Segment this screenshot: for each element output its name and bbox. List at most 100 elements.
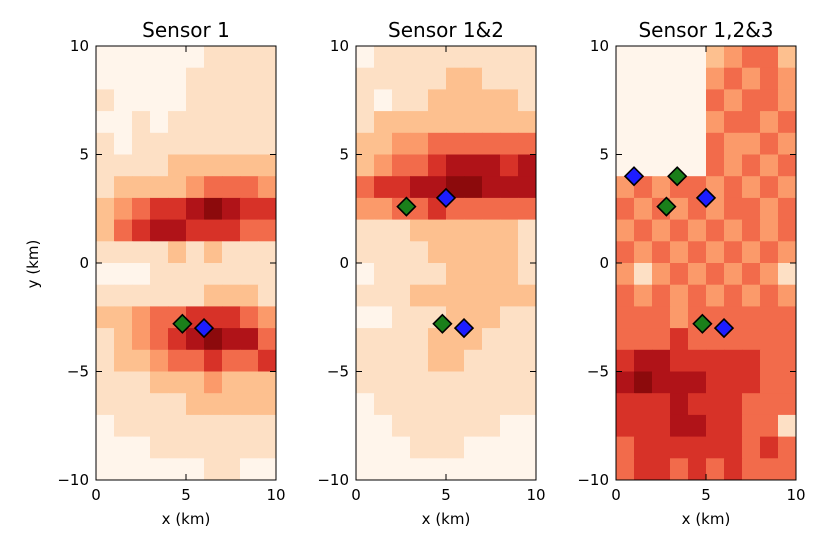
y-tick-label: 10 bbox=[330, 37, 349, 55]
heatmap-cell bbox=[778, 328, 797, 351]
heatmap-cell bbox=[168, 111, 187, 134]
heatmap-cell bbox=[634, 436, 653, 459]
heatmap-cell bbox=[356, 132, 375, 155]
heatmap-cell bbox=[222, 371, 241, 394]
panel-title: Sensor 1 bbox=[142, 18, 230, 42]
heatmap-cell bbox=[374, 371, 393, 394]
heatmap-cell bbox=[742, 241, 761, 264]
heatmap-cell bbox=[652, 241, 671, 264]
heatmap-cell bbox=[688, 154, 707, 177]
heatmap-cell bbox=[760, 219, 779, 242]
y-axis-label: y (km) bbox=[24, 240, 42, 289]
heatmap-cell bbox=[96, 197, 115, 221]
heatmap-cell bbox=[114, 349, 133, 372]
heatmap-cell bbox=[374, 46, 393, 69]
heatmap-cell bbox=[186, 458, 205, 481]
heatmap-cell bbox=[356, 176, 375, 199]
heatmap-cell bbox=[168, 197, 187, 221]
heatmap-cell bbox=[204, 219, 223, 242]
heatmap-cell bbox=[258, 197, 277, 221]
blue-diamond-marker bbox=[193, 317, 215, 339]
heatmap-cell bbox=[96, 46, 115, 69]
x-tick-label: 5 bbox=[441, 486, 451, 504]
heatmap-cell bbox=[706, 371, 725, 394]
heatmap-cell bbox=[428, 132, 447, 155]
heatmap-cell bbox=[464, 241, 483, 264]
heatmap-cell bbox=[132, 154, 151, 177]
heatmap-cell bbox=[240, 349, 259, 372]
heatmap-cell bbox=[500, 371, 519, 394]
heatmap-cell bbox=[688, 458, 707, 481]
heatmap-cell bbox=[778, 197, 797, 221]
heatmap-cell bbox=[688, 111, 707, 134]
heatmap-cell bbox=[374, 263, 393, 286]
heatmap-cell bbox=[724, 284, 743, 307]
heatmap-cell bbox=[446, 458, 465, 481]
heatmap-cell bbox=[724, 241, 743, 264]
heatmap-cell bbox=[150, 67, 169, 90]
heatmap-cell bbox=[482, 219, 501, 242]
heatmap-cell bbox=[132, 111, 151, 134]
heatmap-cell bbox=[500, 436, 519, 459]
heatmap-cell bbox=[518, 393, 537, 416]
heatmap-cell bbox=[482, 46, 501, 69]
heatmap-cell bbox=[742, 436, 761, 459]
y-tick-label: −5 bbox=[67, 363, 89, 381]
heatmap-cell bbox=[222, 284, 241, 307]
heatmap-cell bbox=[204, 241, 223, 264]
heatmap-cell bbox=[204, 349, 223, 372]
heatmap-cell bbox=[724, 111, 743, 134]
heatmap-cell bbox=[446, 89, 465, 112]
heatmap-cell bbox=[616, 436, 635, 459]
heatmap-cell bbox=[392, 458, 411, 481]
heatmap-cell bbox=[392, 263, 411, 286]
heatmap-cell bbox=[186, 89, 205, 112]
heatmap-cell bbox=[464, 284, 483, 307]
heatmap-cell bbox=[464, 393, 483, 416]
heatmap-cell bbox=[428, 219, 447, 242]
heatmap-cell bbox=[150, 458, 169, 481]
heatmap-cell bbox=[446, 263, 465, 286]
heatmap-cell bbox=[204, 436, 223, 459]
markers bbox=[396, 187, 475, 339]
heatmap-cell bbox=[518, 328, 537, 351]
heatmap-cell bbox=[150, 263, 169, 286]
ticks: 0 5 10 −10 −5 0 5 10 bbox=[577, 37, 805, 504]
heatmap-cell bbox=[114, 436, 133, 459]
heatmap-cell bbox=[742, 371, 761, 394]
heatmap-cell bbox=[670, 436, 689, 459]
heatmap-cell bbox=[464, 197, 483, 221]
heatmap-cell bbox=[222, 46, 241, 69]
heatmap-cell bbox=[446, 436, 465, 459]
heatmap-cells bbox=[356, 46, 537, 481]
heatmap-cell bbox=[670, 458, 689, 481]
heatmap-cell bbox=[392, 111, 411, 134]
heatmap-cell bbox=[706, 89, 725, 112]
heatmap-cell bbox=[652, 349, 671, 372]
heatmap-cell bbox=[500, 263, 519, 286]
heatmap-cell bbox=[634, 393, 653, 416]
heatmap-cell bbox=[742, 458, 761, 481]
heatmap-cell bbox=[760, 176, 779, 199]
heatmap-cell bbox=[634, 89, 653, 112]
heatmap-cell bbox=[688, 349, 707, 372]
heatmap-cell bbox=[356, 219, 375, 242]
heatmap-cell bbox=[464, 89, 483, 112]
heatmap-cell bbox=[410, 328, 429, 351]
heatmap-cell bbox=[724, 176, 743, 199]
heatmap-cell bbox=[634, 328, 653, 351]
heatmap-cell bbox=[410, 132, 429, 155]
heatmap-cell bbox=[760, 197, 779, 221]
y-tick-label: −10 bbox=[577, 471, 609, 489]
heatmap-cell bbox=[96, 154, 115, 177]
heatmap-cell bbox=[518, 219, 537, 242]
heatmap-cell bbox=[482, 393, 501, 416]
heatmap-cell bbox=[240, 284, 259, 307]
heatmap-cell bbox=[742, 414, 761, 438]
heatmap-cell bbox=[760, 393, 779, 416]
heatmap-cell bbox=[258, 219, 277, 242]
heatmap-cell bbox=[168, 436, 187, 459]
heatmap-cell bbox=[670, 306, 689, 329]
heatmap-cell bbox=[742, 306, 761, 329]
heatmap-cell bbox=[446, 46, 465, 69]
